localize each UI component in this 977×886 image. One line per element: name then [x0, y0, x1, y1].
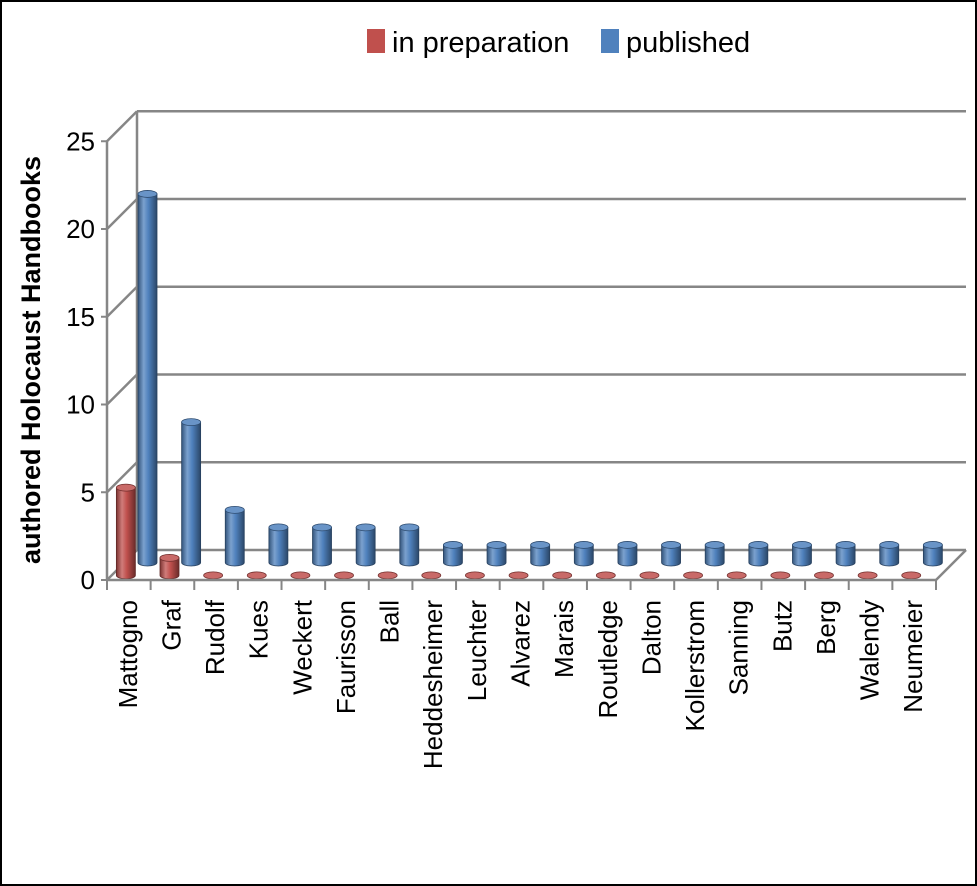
bar-in-preparation-heddesheimer: [421, 571, 442, 580]
x-tick-label-neumeier: Neumeier: [898, 600, 928, 713]
bar-in-preparation-walendy: [857, 571, 878, 580]
x-tick-label-dalton: Dalton: [636, 600, 666, 675]
gridline-side-15: [106, 285, 138, 318]
bar-in-preparation-ball: [377, 571, 398, 580]
gridline-side-10: [106, 373, 138, 406]
x-tick-label-heddesheimer: Heddesheimer: [418, 600, 448, 769]
x-tick-label-berg: Berg: [811, 600, 841, 655]
y-tick-label-20: 20: [66, 214, 95, 244]
legend-swatch-published: [601, 29, 619, 53]
x-tick-label-leuchter: Leuchter: [462, 600, 492, 702]
bar-published-sanning: [748, 541, 769, 567]
bar-published-graf: [181, 418, 202, 567]
bar-in-preparation-kues: [246, 571, 267, 580]
legend: in preparation published: [367, 27, 750, 59]
bar-published-alvarez: [530, 541, 551, 567]
legend-swatch-in-preparation: [367, 29, 385, 53]
x-tick-label-alvarez: Alvarez: [506, 600, 536, 687]
bar-published-kollerstrom: [704, 541, 725, 567]
bar-in-preparation-neumeier: [901, 571, 922, 580]
bar-published-kues: [268, 523, 289, 567]
bar-published-dalton: [661, 541, 681, 567]
bar-in-preparation-mattogno: [115, 483, 136, 580]
bar-in-preparation-kollerstrom: [683, 571, 703, 580]
bar-published-rudolf: [224, 505, 245, 567]
y-tick-label-0: 0: [81, 565, 95, 595]
bar-in-preparation-rudolf: [203, 571, 224, 580]
bar-in-preparation-weckert: [290, 571, 311, 580]
x-tick-label-kollerstrom: Kollerstrom: [680, 600, 710, 731]
bar-published-mattogno: [137, 190, 158, 567]
x-tick-label-weckert: Weckert: [287, 599, 317, 695]
bar-published-routledge: [617, 541, 638, 567]
bar-in-preparation-graf: [159, 553, 180, 580]
gridline-side-5: [106, 461, 138, 494]
y-tick-label-5: 5: [81, 477, 95, 507]
bar-published-walendy: [879, 541, 900, 567]
x-tick-label-graf: Graf: [156, 599, 186, 650]
bar-published-heddesheimer: [443, 541, 463, 567]
bar-in-preparation-routledge: [595, 571, 616, 580]
bar-in-preparation-berg: [814, 571, 834, 580]
x-tick-label-sanning: Sanning: [724, 600, 754, 695]
bars-layer: [115, 190, 943, 580]
bar-in-preparation-marais: [552, 571, 573, 580]
x-tick-label-butz: Butz: [767, 600, 797, 652]
bar-published-leuchter: [486, 541, 507, 567]
bar-published-ball: [399, 523, 420, 567]
x-tick-label-kues: Kues: [244, 600, 274, 659]
axis-layer: 0 5 10 15 20 25 Mattogno Graf Rudolf Kues Weckert F…: [66, 126, 967, 769]
bar-in-preparation-butz: [770, 571, 791, 580]
bar-published-weckert: [312, 523, 332, 567]
y-tick-label-25: 25: [66, 126, 95, 156]
x-tick-label-marais: Marais: [549, 600, 579, 678]
x-tick-label-walendy: Walendy: [855, 600, 885, 700]
x-tick-label-faurisson: Faurisson: [331, 600, 361, 714]
floor-right-edge: [935, 549, 967, 581]
legend-label-in-preparation: in preparation: [392, 27, 569, 59]
bar-published-marais: [573, 541, 594, 567]
bar-published-faurisson: [355, 523, 376, 567]
bar-in-preparation-sanning: [726, 571, 747, 580]
x-tick-label-mattogno: Mattogno: [113, 600, 143, 708]
bar-in-preparation-faurisson: [334, 571, 354, 580]
bar-in-preparation-dalton: [639, 571, 660, 580]
bar-in-preparation-leuchter: [465, 571, 485, 580]
gridline-side-20: [106, 198, 138, 230]
legend-label-published: published: [626, 27, 750, 59]
bar-published-butz: [792, 541, 812, 567]
x-tick-label-routledge: Routledge: [593, 600, 623, 719]
bar-in-preparation-alvarez: [508, 571, 529, 580]
y-axis-label: authored Holocaust Handbooks: [16, 156, 46, 564]
bar-published-berg: [835, 541, 856, 567]
bar-published-neumeier: [922, 541, 943, 567]
x-tick-label-rudolf: Rudolf: [200, 599, 230, 675]
y-tick-label-15: 15: [66, 302, 95, 332]
y-tick-label-10: 10: [66, 390, 95, 420]
x-tick-label-ball: Ball: [375, 600, 405, 643]
gridline-side-25: [106, 110, 138, 143]
